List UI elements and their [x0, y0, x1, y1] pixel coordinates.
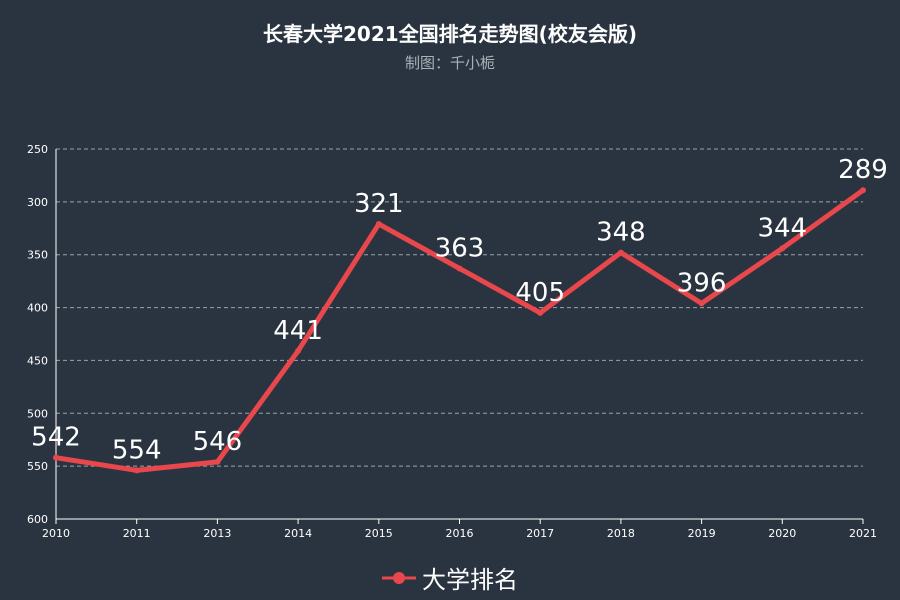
- x-tick-label: 2013: [203, 527, 231, 540]
- legend[interactable]: 大学排名: [0, 560, 900, 595]
- x-tick-label: 2015: [365, 527, 393, 540]
- x-tick-label: 2021: [849, 527, 877, 540]
- data-label: 405: [515, 278, 565, 308]
- x-tick-label: 2017: [526, 527, 554, 540]
- data-point: [133, 467, 140, 474]
- data-label: 344: [757, 213, 807, 243]
- legend-line-icon: [382, 571, 416, 584]
- data-label: 348: [596, 218, 646, 248]
- data-label: 289: [838, 155, 888, 185]
- data-point: [537, 309, 544, 316]
- y-tick-label: 450: [27, 354, 48, 367]
- y-tick-label: 250: [27, 143, 48, 156]
- x-tick-label: 2019: [688, 527, 716, 540]
- x-tick-label: 2014: [284, 527, 312, 540]
- data-label: 554: [112, 435, 162, 465]
- data-point: [456, 265, 463, 272]
- x-tick-label: 2010: [42, 527, 70, 540]
- data-label: 441: [273, 316, 323, 346]
- x-tick-label: 2016: [446, 527, 474, 540]
- data-label: 321: [354, 189, 404, 219]
- data-point: [375, 221, 382, 228]
- y-tick-label: 300: [27, 196, 48, 209]
- y-tick-label: 500: [27, 407, 48, 420]
- data-point: [698, 300, 705, 307]
- y-tick-label: 350: [27, 249, 48, 262]
- series-line: [53, 187, 866, 473]
- y-tick-label: 600: [27, 513, 48, 526]
- data-point: [53, 454, 59, 461]
- x-tick-label: 2011: [123, 527, 151, 540]
- x-tick-label: 2020: [768, 527, 796, 540]
- data-point: [295, 347, 302, 354]
- y-tick-label: 550: [27, 460, 48, 473]
- chart-title: 长春大学2021全国排名走势图(校友会版): [263, 22, 637, 46]
- legend-label: 大学排名: [422, 566, 518, 594]
- data-label: 546: [193, 427, 243, 457]
- data-label: 363: [435, 233, 485, 263]
- data-point: [214, 458, 221, 465]
- data-point: [779, 245, 786, 252]
- data-point: [860, 187, 866, 194]
- data-label: 542: [31, 423, 81, 453]
- chart-subtitle: 制图：千小栀: [404, 54, 495, 72]
- data-point: [617, 249, 624, 256]
- data-label: 396: [677, 268, 727, 298]
- y-tick-label: 400: [27, 302, 48, 315]
- x-tick-label: 2018: [607, 527, 635, 540]
